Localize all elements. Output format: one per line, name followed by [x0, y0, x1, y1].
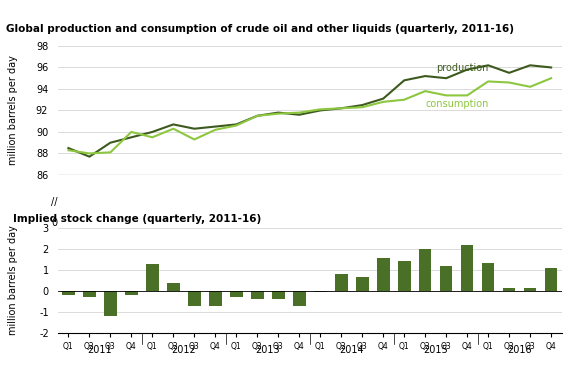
Bar	[167, 283, 179, 291]
Text: //: //	[52, 197, 58, 207]
Text: 2015: 2015	[423, 345, 448, 355]
Bar	[272, 291, 285, 300]
Bar	[545, 268, 558, 291]
Bar	[503, 288, 515, 291]
Bar	[419, 249, 431, 291]
Bar	[335, 274, 347, 291]
Bar	[461, 245, 474, 291]
Bar	[104, 291, 117, 316]
Text: 2012: 2012	[171, 345, 196, 355]
Text: 0: 0	[52, 218, 58, 228]
Text: 2011: 2011	[87, 345, 112, 355]
Bar	[377, 258, 390, 291]
Bar	[440, 266, 453, 291]
Text: Implied stock change (quarterly, 2011-16): Implied stock change (quarterly, 2011-16…	[13, 214, 261, 224]
Text: consumption: consumption	[425, 99, 489, 109]
Bar	[146, 264, 159, 291]
Text: Global production and consumption of crude oil and other liquids (quarterly, 201: Global production and consumption of cru…	[6, 25, 514, 34]
Bar	[209, 291, 222, 306]
Bar	[230, 291, 243, 297]
Bar	[314, 291, 327, 292]
Text: 2016: 2016	[507, 345, 532, 355]
Bar	[524, 288, 536, 291]
Y-axis label: million barrels per day: million barrels per day	[8, 226, 17, 336]
Text: 2013: 2013	[255, 345, 280, 355]
Bar	[188, 291, 200, 306]
Text: 2014: 2014	[339, 345, 364, 355]
Bar	[293, 291, 306, 306]
Bar	[83, 291, 96, 297]
Bar	[398, 262, 411, 291]
Bar	[251, 291, 263, 300]
Bar	[356, 277, 368, 291]
Bar	[62, 291, 75, 295]
Bar	[482, 262, 494, 291]
Bar	[125, 291, 138, 295]
Text: production: production	[435, 63, 488, 73]
Y-axis label: million barrels per day: million barrels per day	[8, 56, 17, 165]
